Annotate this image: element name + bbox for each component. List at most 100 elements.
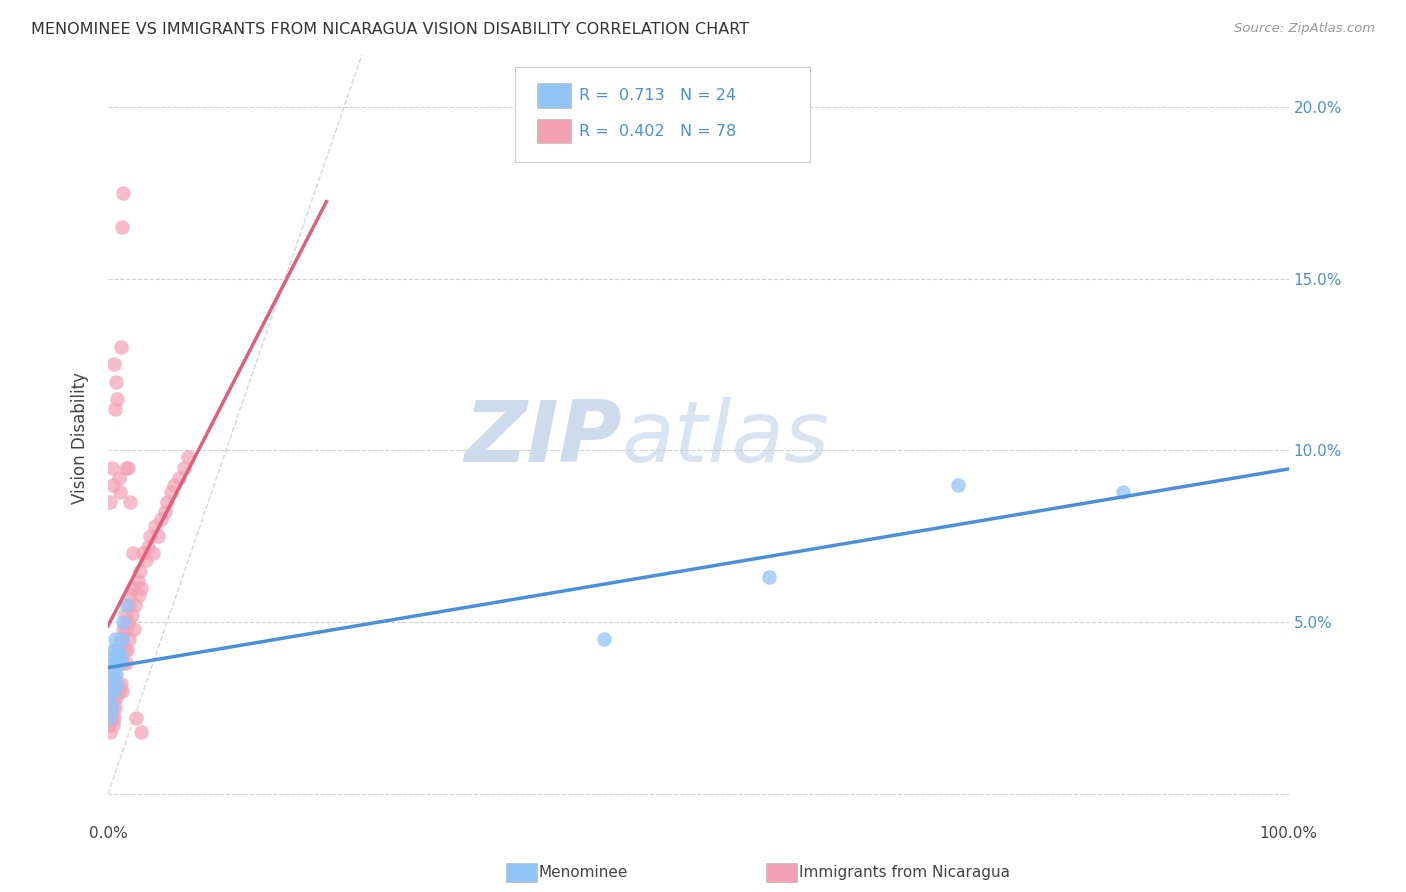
- Point: [128, 564, 150, 578]
- Point: [129, 581, 152, 595]
- Point: [110, 677, 132, 691]
- Text: ZIP: ZIP: [464, 397, 621, 480]
- Point: [1112, 484, 1135, 499]
- Point: [115, 642, 138, 657]
- Point: [101, 642, 124, 657]
- Point: [107, 677, 129, 691]
- Point: [101, 657, 124, 671]
- Point: [136, 540, 159, 554]
- Point: [98, 677, 121, 691]
- Point: [124, 598, 146, 612]
- Point: [112, 186, 135, 200]
- Point: [98, 684, 121, 698]
- Point: [114, 598, 136, 612]
- Point: [98, 711, 121, 725]
- Point: [108, 632, 131, 647]
- Point: [100, 666, 122, 681]
- Text: Source: ZipAtlas.com: Source: ZipAtlas.com: [1234, 22, 1375, 36]
- Point: [758, 570, 780, 584]
- Point: [107, 657, 129, 671]
- Point: [112, 622, 135, 636]
- Point: [98, 690, 121, 705]
- Point: [104, 632, 127, 647]
- Point: [111, 219, 134, 234]
- Point: [107, 392, 129, 406]
- Point: [946, 477, 969, 491]
- Point: [100, 701, 122, 715]
- Point: [104, 402, 127, 417]
- Point: [117, 615, 139, 629]
- Point: [103, 649, 125, 664]
- Point: [120, 588, 142, 602]
- FancyBboxPatch shape: [537, 84, 571, 108]
- Point: [103, 711, 125, 725]
- Point: [108, 657, 131, 671]
- Point: [112, 615, 135, 629]
- FancyBboxPatch shape: [537, 119, 571, 144]
- Point: [101, 477, 124, 491]
- Point: [98, 725, 121, 739]
- Point: [139, 529, 162, 543]
- Point: [107, 471, 129, 485]
- Point: [103, 358, 125, 372]
- Point: [114, 608, 136, 623]
- Point: [103, 666, 125, 681]
- Point: [114, 642, 136, 657]
- Point: [110, 649, 132, 664]
- Point: [117, 460, 139, 475]
- Point: [112, 657, 135, 671]
- FancyBboxPatch shape: [515, 67, 810, 162]
- Point: [105, 375, 128, 389]
- Point: [143, 519, 166, 533]
- Point: [107, 642, 129, 657]
- Point: [107, 677, 129, 691]
- Point: [177, 450, 200, 465]
- Point: [107, 649, 129, 664]
- Point: [153, 505, 176, 519]
- Point: [142, 546, 165, 560]
- Text: R =  0.402   N = 78: R = 0.402 N = 78: [579, 123, 737, 138]
- Point: [121, 608, 143, 623]
- Point: [103, 690, 125, 705]
- Point: [108, 484, 131, 499]
- Point: [101, 677, 124, 691]
- Point: [146, 529, 169, 543]
- Point: [104, 684, 127, 698]
- Point: [104, 657, 127, 671]
- Point: [98, 701, 121, 715]
- Point: [159, 484, 181, 499]
- Point: [100, 690, 122, 705]
- Point: [127, 574, 149, 588]
- Point: [110, 649, 132, 664]
- Point: [167, 471, 190, 485]
- Point: [156, 495, 179, 509]
- Point: [111, 632, 134, 647]
- Point: [114, 657, 136, 671]
- Text: MENOMINEE VS IMMIGRANTS FROM NICARAGUA VISION DISABILITY CORRELATION CHART: MENOMINEE VS IMMIGRANTS FROM NICARAGUA V…: [31, 22, 749, 37]
- Point: [114, 622, 136, 636]
- Text: R =  0.713   N = 24: R = 0.713 N = 24: [579, 88, 737, 103]
- Point: [111, 632, 134, 647]
- Point: [100, 460, 122, 475]
- Point: [125, 711, 148, 725]
- Point: [135, 553, 157, 567]
- Point: [105, 690, 128, 705]
- Point: [107, 642, 129, 657]
- Point: [120, 495, 142, 509]
- Y-axis label: Vision Disability: Vision Disability: [72, 372, 89, 504]
- Point: [114, 460, 136, 475]
- Text: Menominee: Menominee: [538, 865, 628, 880]
- Point: [104, 701, 127, 715]
- Point: [128, 588, 150, 602]
- Point: [150, 512, 173, 526]
- Point: [118, 632, 141, 647]
- Point: [129, 725, 152, 739]
- Point: [173, 460, 195, 475]
- Point: [132, 546, 155, 560]
- Point: [163, 477, 186, 491]
- Point: [103, 684, 125, 698]
- Point: [111, 684, 134, 698]
- Point: [122, 622, 145, 636]
- Point: [105, 666, 128, 681]
- Point: [100, 711, 122, 725]
